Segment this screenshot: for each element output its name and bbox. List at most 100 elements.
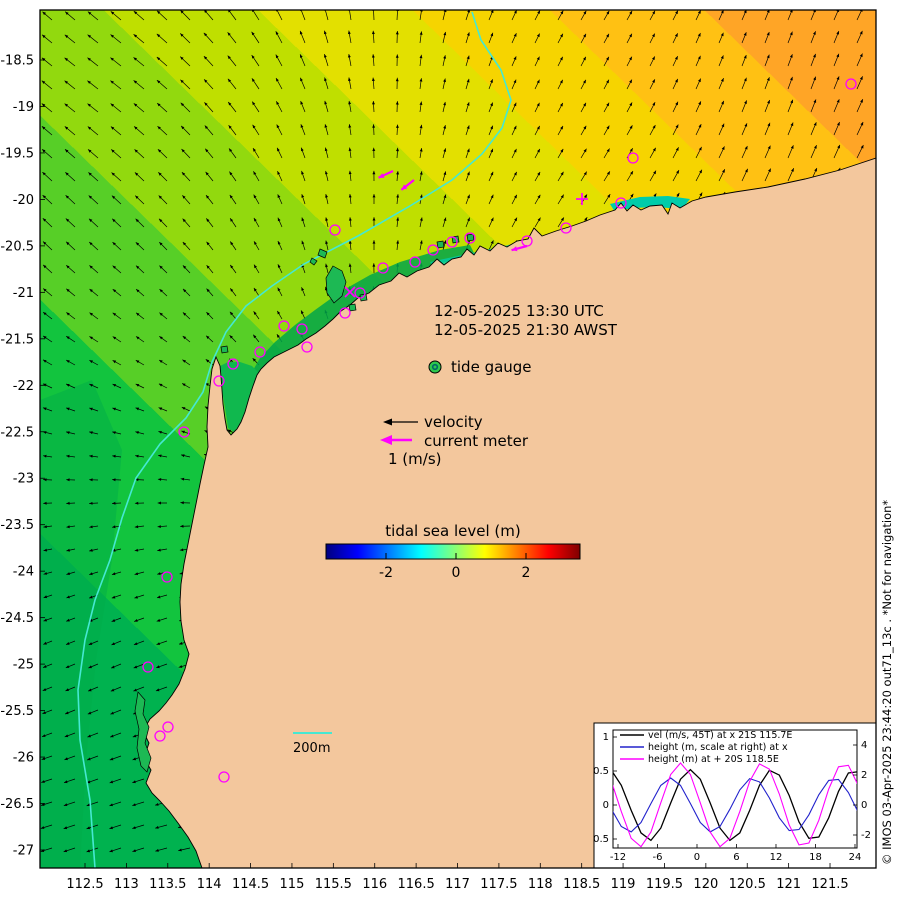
lon-tick-label: 116.5 — [398, 877, 435, 892]
lon-tick-label: 120 — [693, 877, 718, 892]
lat-tick-label: -20 — [13, 193, 34, 208]
inset-legend-label-height-plus: height (m) at + 20S 118.5E — [648, 754, 779, 765]
tide-gauge-marker — [354, 287, 366, 299]
inset-left-tick: 0.5 — [593, 766, 609, 777]
lon-tick-label: 113 — [114, 877, 139, 892]
longitude-axis-labels: 112.5 113 113.5 114 114.5 115 115.5 116 116.5 117… — [66, 863, 849, 892]
tide-gauge-marker — [301, 341, 313, 353]
tide-gauge-marker — [227, 358, 239, 370]
tide-gauge-marker — [339, 307, 351, 319]
inset-legend-label-vel: vel (m/s, 45T) at x 21S 115.7E — [648, 730, 792, 741]
tide-gauge-marker — [218, 771, 230, 783]
datetime-awst: 12-05-2025 21:30 AWST — [434, 321, 618, 339]
lon-tick-label: 112.5 — [66, 877, 103, 892]
land-mass — [142, 157, 876, 868]
inset-right-tick: -2 — [861, 830, 871, 841]
credit-text: © IMOS 03-Apr-2025 23:44:20 out71_13c . … — [880, 500, 894, 865]
inset-chart: 1 0.5 0 0.5 4 2 0 -2 -12 -6 0 6 12 18 24 vel (m/s, 45T… — [593, 722, 876, 868]
inset-x-tick: 18 — [809, 852, 822, 863]
tide-gauge-marker — [154, 730, 166, 742]
contour-legend: 200m — [293, 732, 332, 756]
lon-tick-label: 115 — [280, 877, 305, 892]
lat-tick-label: -18.5 — [0, 54, 34, 69]
tide-gauge-marker — [446, 236, 458, 248]
tide-gauge-marker — [296, 323, 308, 335]
velocity-legend: velocity — [383, 413, 483, 431]
lat-tick-label: -26.5 — [0, 797, 34, 812]
inset-series — [613, 768, 857, 842]
map-canvas: 12-05-2025 13:30 UTC 12-05-2025 21:30 AW… — [40, 10, 876, 868]
lon-tick-label: 117 — [445, 877, 470, 892]
current-meter-label: current meter — [424, 432, 529, 450]
inset-legend: vel (m/s, 45T) at x 21S 115.7E height (m… — [620, 730, 792, 765]
tide-gauge-markers — [142, 78, 857, 783]
lat-tick-label: -22.5 — [0, 425, 34, 440]
inset-x-tick: 12 — [770, 852, 783, 863]
inset-series — [613, 762, 857, 848]
lon-tick-label: 119 — [611, 877, 636, 892]
tide-gauge-marker — [427, 244, 439, 256]
datetime-utc: 12-05-2025 13:30 UTC — [434, 302, 604, 320]
lat-tick-label: -21 — [13, 286, 34, 301]
inset-x-tick: -6 — [653, 852, 663, 863]
inset-series — [613, 777, 857, 833]
lat-tick-label: -24 — [13, 565, 34, 580]
inset-plot-box — [612, 729, 858, 849]
tide-gauge-marker — [615, 197, 627, 209]
tide-gauge-label: tide gauge — [451, 358, 532, 376]
inset-legend-label-height-x: height (m, scale at right) at x — [648, 742, 788, 753]
tide-gauge-marker — [464, 232, 476, 244]
colorbar-tick-label: 0 — [452, 565, 461, 581]
lon-tick-label: 121.5 — [811, 877, 848, 892]
colorbar-tick-label: 2 — [522, 565, 531, 581]
lon-tick-label: 121 — [776, 877, 801, 892]
tide-gauge-marker — [162, 721, 174, 733]
colorbar-ticks: -2 0 2 — [379, 553, 530, 581]
colorbar-tick-label: -2 — [379, 565, 393, 581]
contour-200m — [77, 11, 512, 868]
lat-tick-label: -21.5 — [0, 332, 34, 347]
tide-gauge-marker — [377, 262, 389, 274]
lon-tick-label: 115.5 — [315, 877, 352, 892]
inset-x-tick: 6 — [733, 852, 739, 863]
islands — [134, 233, 475, 773]
lat-tick-label: -24.5 — [0, 611, 34, 626]
lon-tick-label: 117.5 — [480, 877, 517, 892]
tide-gauge-legend: tide gauge — [428, 358, 532, 376]
lon-tick-label: 116 — [362, 877, 387, 892]
lat-tick-label: -19.5 — [0, 146, 34, 161]
lat-tick-label: -25.5 — [0, 704, 34, 719]
inset-axis-ticks: 1 0.5 0 0.5 4 2 0 -2 -12 -6 0 6 12 18 24 — [593, 732, 871, 863]
lat-tick-label: -26 — [13, 751, 34, 766]
lat-tick-label: -27 — [13, 843, 34, 858]
tide-gauge-marker — [560, 222, 572, 234]
inset-right-tick: 4 — [861, 740, 867, 751]
tide-gauge-marker — [178, 426, 190, 438]
inset-x-tick: 0 — [694, 852, 700, 863]
station-plus-mark — [576, 193, 588, 205]
station-x-mark — [344, 286, 356, 298]
inset-right-tick: 0 — [861, 800, 867, 811]
velocity-arrow-head — [383, 418, 392, 426]
tide-gauge-marker — [161, 571, 173, 583]
lat-tick-label: -22 — [13, 379, 34, 394]
tide-gauge-marker — [278, 320, 290, 332]
lon-tick-label: 113.5 — [149, 877, 186, 892]
velocity-scale-label: 1 (m/s) — [388, 450, 442, 468]
tide-gauge-marker — [329, 224, 341, 236]
tide-gauge-marker — [254, 346, 266, 358]
lon-tick-label: 114 — [197, 877, 222, 892]
lon-tick-label: 119.5 — [646, 877, 683, 892]
tide-gauge-marker — [213, 375, 225, 387]
contour-legend-label: 200m — [293, 741, 330, 756]
colorbar: tidal sea level (m) -2 0 2 — [325, 522, 581, 581]
lat-tick-label: -20.5 — [0, 239, 34, 254]
tide-gauge-marker — [142, 661, 154, 673]
tide-gauge-icon — [428, 360, 442, 374]
current-meter-arrow-head — [380, 435, 392, 445]
inset-left-tick: 0.5 — [593, 834, 609, 845]
latitude-axis-labels: -18.5 -19 -19.5 -20 -20.5 -21 -21.5 -22 -22.5 -23… — [0, 54, 45, 858]
current-meter-legend: current meter — [380, 432, 529, 450]
velocity-label: velocity — [424, 413, 483, 431]
